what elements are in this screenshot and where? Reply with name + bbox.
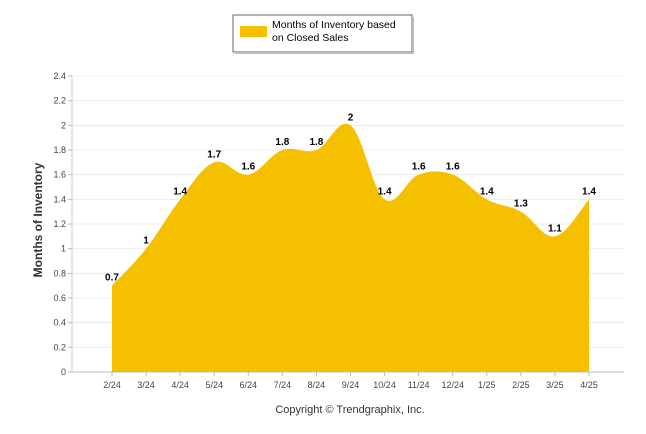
x-tick-label: 2/25 <box>512 380 530 390</box>
x-tick-label: 3/25 <box>546 380 564 390</box>
y-axis-title: Months of Inventory <box>31 162 45 277</box>
y-tick-label: 1.6 <box>53 170 66 180</box>
x-tick-label: 6/24 <box>240 380 258 390</box>
data-label: 1.3 <box>514 199 528 210</box>
data-label: 1.6 <box>412 162 426 173</box>
area-series <box>111 123 590 372</box>
legend-label-line2: on Closed Sales <box>272 32 348 44</box>
legend-swatch <box>240 26 267 37</box>
y-tick-label: 1.8 <box>53 145 66 155</box>
x-tick-label: 3/24 <box>137 380 155 390</box>
y-tick-label: 2.4 <box>53 71 66 81</box>
data-labels: 0.7 1 1.4 1.7 1.6 1.8 1.8 2 1.4 1.6 1.6 1.4 1.3 1.1 1.… <box>105 112 596 283</box>
y-tick-label: 2 <box>61 120 66 130</box>
y-tick-label: 0.6 <box>53 293 66 303</box>
legend: Months of Inventory based on Closed Sale… <box>232 14 414 54</box>
x-tick-label: 7/24 <box>274 380 292 390</box>
data-label: 1.4 <box>378 186 392 197</box>
y-tick-label: 1.2 <box>53 219 66 229</box>
data-label: 1.4 <box>480 186 494 197</box>
area-fill <box>112 123 589 372</box>
y-tick-label: 1 <box>61 244 66 254</box>
data-label: 1.4 <box>173 186 187 197</box>
x-tick-label: 8/24 <box>308 380 326 390</box>
y-tick-label: 0.4 <box>53 318 66 328</box>
data-label: 1 <box>143 236 149 247</box>
legend-label-line1: Months of Inventory based <box>272 19 396 31</box>
x-tick-label: 9/24 <box>342 380 360 390</box>
y-axis-ticks: 0 0.2 0.4 0.6 0.8 1 1.2 1.4 1.6 1.8 2 2.2 2.4 <box>53 71 72 377</box>
data-label: 0.7 <box>105 273 119 284</box>
y-tick-label: 0 <box>61 367 66 377</box>
x-tick-label: 1/25 <box>478 380 496 390</box>
x-tick-label: 11/24 <box>408 380 430 390</box>
x-tick-label: 4/24 <box>171 380 189 390</box>
y-tick-label: 1.4 <box>53 194 66 204</box>
data-label: 1.4 <box>582 186 596 197</box>
data-label: 1.6 <box>446 162 460 173</box>
data-label: 1.6 <box>241 162 255 173</box>
data-label: 1.8 <box>309 137 323 148</box>
copyright-text: Copyright © Trendgraphix, Inc. <box>275 404 424 416</box>
x-tick-label: 10/24 <box>373 380 396 390</box>
x-tick-label: 2/24 <box>103 380 121 390</box>
y-tick-label: 0.8 <box>53 268 66 278</box>
data-label: 1.7 <box>207 149 221 160</box>
x-tick-label: 5/24 <box>205 380 223 390</box>
legend-shadow-bottom <box>235 52 414 54</box>
y-tick-label: 2.2 <box>53 96 66 106</box>
x-tick-label: 4/25 <box>580 380 598 390</box>
data-label: 2 <box>348 112 354 123</box>
legend-shadow-right <box>412 17 414 54</box>
data-label: 1.8 <box>275 137 289 148</box>
data-label: 1.1 <box>548 223 562 234</box>
y-tick-label: 0.2 <box>53 342 66 352</box>
x-tick-label: 12/24 <box>441 380 464 390</box>
x-axis-ticks: 2/24 3/24 4/24 5/24 6/24 7/24 8/24 9/24 10/24 11/… <box>103 372 598 390</box>
